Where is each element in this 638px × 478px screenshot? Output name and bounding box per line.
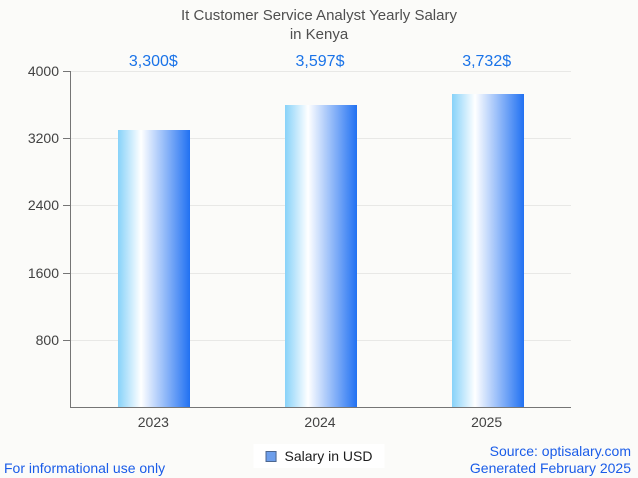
y-axis-tick-800 <box>63 339 71 341</box>
disclaimer-text: For informational use only <box>4 460 166 476</box>
bar-2023[interactable] <box>118 129 191 407</box>
bar-2025[interactable] <box>451 93 524 407</box>
generated-date: Generated February 2025 <box>469 460 631 476</box>
legend-label: Salary in USD <box>284 448 373 464</box>
value-label-2023: 3,300$ <box>128 53 178 70</box>
y-axis-label-2400: 2400 <box>27 197 59 214</box>
chart-title: It Customer Service Analyst Yearly Salar… <box>0 6 638 44</box>
source-block: Source: optisalary.com Generated Februar… <box>470 443 631 477</box>
y-axis-label-3200: 3200 <box>27 130 59 147</box>
y-axis-tick-4000 <box>63 71 71 72</box>
y-axis-tick-3200 <box>63 138 71 140</box>
bar-2024[interactable] <box>285 104 357 407</box>
source-link[interactable]: Source: optisalary.com <box>489 443 631 459</box>
value-label-2025: 3,732$ <box>462 53 512 70</box>
y-axis-label-1600: 1600 <box>27 264 59 281</box>
y-axis-tick-2400 <box>63 205 71 207</box>
x-axis-label-2023: 2023 <box>137 414 169 430</box>
x-axis-labels: 2023 2024 2025 <box>70 414 570 432</box>
y-axis-tick-1600 <box>63 272 71 274</box>
plot-area: 800 1600 2400 3200 4000 <box>28 63 571 408</box>
y-axis-label-800: 800 <box>35 331 59 348</box>
legend-item-salary-in-usd[interactable]: Salary in USD <box>253 444 385 468</box>
legend-marker-icon <box>265 450 277 462</box>
chart-title-line2: in Kenya <box>289 26 349 43</box>
value-labels-row: 3,300$ 3,597$ 3,732$ <box>70 53 570 73</box>
y-axis-label-4000: 4000 <box>27 63 59 79</box>
gridline-4000 <box>71 71 571 72</box>
x-axis-label-2025: 2025 <box>471 414 503 430</box>
x-axis-label-2024: 2024 <box>304 414 336 430</box>
chart-title-line1: It Customer Service Analyst Yearly Salar… <box>181 7 457 24</box>
value-label-2024: 3,597$ <box>295 53 345 70</box>
